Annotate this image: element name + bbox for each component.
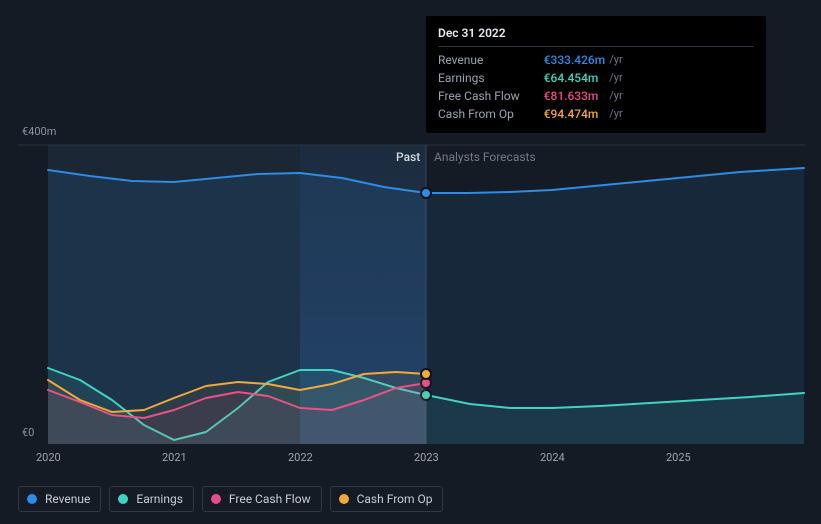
tooltip-row: Free Cash Flow€81.633m/yr	[438, 87, 623, 105]
tooltip-date: Dec 31 2022	[438, 24, 754, 42]
chart-legend: Revenue Earnings Free Cash Flow Cash From O…	[18, 486, 443, 512]
legend-item-fcf[interactable]: Free Cash Flow	[202, 486, 322, 512]
tooltip-row-value: €333.426m	[544, 51, 610, 69]
legend-item-cfo[interactable]: Cash From Op	[330, 486, 444, 512]
tooltip-row-label: Cash From Op	[438, 105, 544, 123]
x-tick-2021: 2021	[162, 451, 187, 464]
forecast-label: Analysts Forecasts	[434, 150, 536, 164]
tooltip-row-suffix: /yr	[609, 87, 622, 105]
chart-tooltip: Dec 31 2022 Revenue€333.426m/yrEarnings€…	[426, 16, 766, 133]
tooltip-row-label: Free Cash Flow	[438, 87, 544, 105]
x-tick-2025: 2025	[666, 451, 691, 464]
legend-label: Cash From Op	[357, 492, 433, 506]
past-label: Past	[396, 150, 420, 164]
tooltip-row-value: €81.633m	[544, 87, 610, 105]
legend-label: Revenue	[45, 492, 90, 506]
legend-dot-icon	[339, 494, 349, 504]
tooltip-row-suffix: /yr	[609, 105, 622, 123]
x-tick-2023: 2023	[414, 451, 439, 464]
y-tick-zero: €0	[22, 426, 34, 439]
tooltip-row: Earnings€64.454m/yr	[438, 69, 623, 87]
tooltip-row-suffix: /yr	[609, 69, 622, 87]
legend-dot-icon	[27, 494, 37, 504]
tooltip-row: Cash From Op€94.474m/yr	[438, 105, 623, 123]
x-tick-2022: 2022	[288, 451, 313, 464]
legend-dot-icon	[118, 494, 128, 504]
legend-label: Earnings	[136, 492, 183, 506]
y-tick-max: €400m	[22, 125, 56, 138]
tooltip-row-suffix: /yr	[609, 51, 622, 69]
tooltip-row-value: €94.474m	[544, 105, 610, 123]
tooltip-row-label: Earnings	[438, 69, 544, 87]
legend-dot-icon	[211, 494, 221, 504]
legend-label: Free Cash Flow	[229, 492, 311, 506]
legend-item-earnings[interactable]: Earnings	[109, 486, 194, 512]
legend-item-revenue[interactable]: Revenue	[18, 486, 101, 512]
tooltip-row-label: Revenue	[438, 51, 544, 69]
x-tick-2024: 2024	[540, 451, 565, 464]
tooltip-row: Revenue€333.426m/yr	[438, 51, 623, 69]
tooltip-row-value: €64.454m	[544, 69, 610, 87]
x-tick-2020: 2020	[36, 451, 61, 464]
